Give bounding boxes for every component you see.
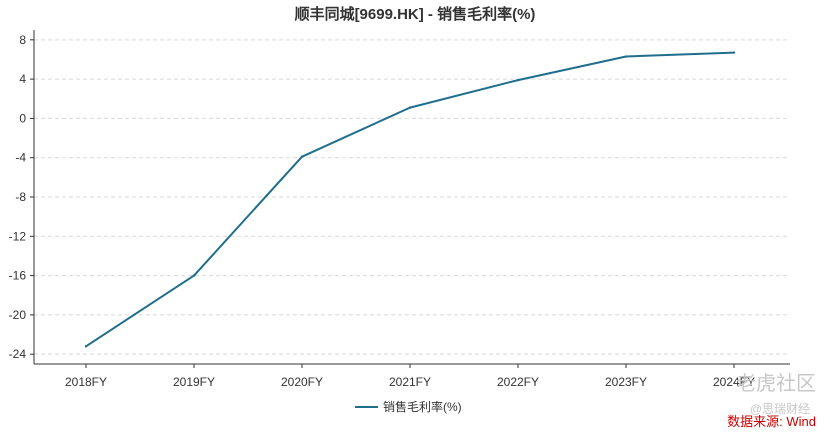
series-line: [85, 51, 735, 348]
legend: 销售毛利率(%): [355, 399, 462, 414]
data-point: [408, 106, 412, 109]
x-tick-label: 2021FY: [389, 375, 431, 389]
y-tick-label: -4: [15, 151, 26, 165]
chart-title: 顺丰同城[9699.HK] - 销售毛利率(%): [295, 5, 536, 23]
gridlines: [34, 39, 790, 355]
x-tick-label: 2019FY: [173, 375, 215, 389]
data-point: [84, 345, 88, 348]
data-source-label: 数据来源: Wind: [727, 414, 816, 429]
data-point: [516, 78, 520, 82]
y-tick-label: -12: [9, 229, 27, 243]
y-axis-ticks: 8 4 0 -4 -8 -12 -16 -20 -24: [9, 33, 34, 361]
data-point: [192, 274, 196, 277]
x-tick-label: 2023FY: [605, 375, 647, 389]
legend-label: 销售毛利率(%): [383, 399, 462, 414]
y-tick-label: 4: [19, 72, 26, 86]
y-tick-label: -16: [9, 269, 27, 283]
y-tick-label: -8: [15, 190, 26, 204]
x-tick-label: 2022FY: [497, 375, 539, 389]
data-point: [624, 55, 628, 58]
x-tick-label: 2018FY: [65, 375, 107, 389]
y-tick-label: -24: [9, 347, 27, 361]
x-tick-label: 2024FY: [713, 375, 755, 389]
watermark-author: @思瑞财经: [749, 402, 810, 416]
x-axis-ticks: 2018FY 2019FY 2020FY 2021FY 2022FY 2023FY 2024…: [65, 364, 755, 389]
y-tick-label: -20: [9, 308, 27, 322]
x-tick-label: 2020FY: [281, 375, 323, 389]
data-point: [300, 155, 304, 158]
y-tick-label: 8: [19, 33, 26, 47]
watermark-logo: 老虎社区: [736, 373, 816, 395]
series-group: [84, 51, 736, 348]
data-point: [732, 51, 736, 54]
y-tick-label: 0: [19, 111, 26, 125]
